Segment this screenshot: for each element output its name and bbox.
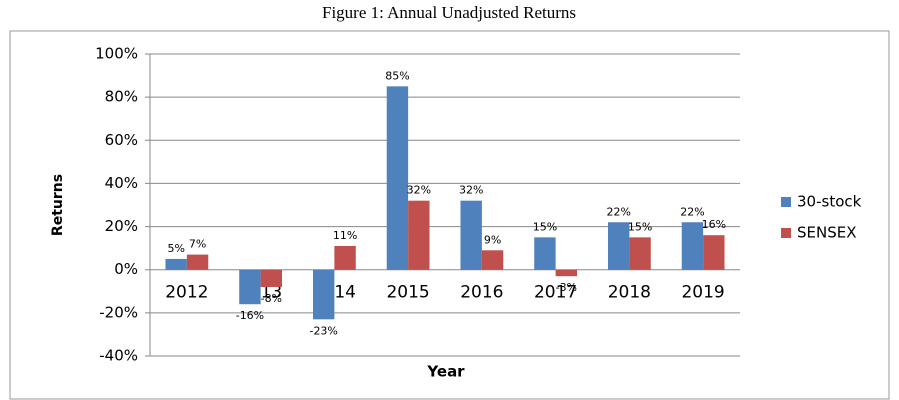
legend-label: 30-stock xyxy=(797,193,862,211)
value-label: 5% xyxy=(167,242,184,255)
bar xyxy=(386,86,409,270)
y-tick-label: -20% xyxy=(99,303,138,321)
y-tick-label: 60% xyxy=(105,131,138,149)
value-label: 7% xyxy=(189,238,206,251)
value-label: 32% xyxy=(407,184,431,197)
y-tick-label: 0% xyxy=(114,260,138,278)
legend-swatch xyxy=(781,197,791,207)
bar xyxy=(260,269,283,287)
bar xyxy=(408,200,430,270)
value-label: 9% xyxy=(484,233,501,246)
chart-title: Figure 1: Annual Unadjusted Returns xyxy=(322,3,576,22)
chart-border xyxy=(9,30,890,400)
value-label: 15% xyxy=(628,220,652,233)
bar xyxy=(607,222,630,270)
y-tick-label: 80% xyxy=(105,88,138,106)
x-tick-label: 2016 xyxy=(460,283,503,303)
value-label: 22% xyxy=(680,205,704,218)
bar xyxy=(165,258,187,270)
bar xyxy=(681,222,704,270)
bar xyxy=(239,269,261,305)
y-tick-label: 100% xyxy=(95,45,138,63)
x-tick-label: 2015 xyxy=(386,283,429,303)
bar xyxy=(703,235,725,270)
bar xyxy=(334,245,356,270)
bar xyxy=(460,200,482,270)
value-label: -3% xyxy=(556,281,577,294)
x-tick-label: 2017 xyxy=(534,283,577,303)
value-label: -23% xyxy=(309,324,337,337)
y-tick-label: 40% xyxy=(105,174,138,192)
value-label: 22% xyxy=(606,205,630,218)
value-label: 15% xyxy=(533,220,557,233)
bar xyxy=(555,269,578,277)
bar xyxy=(312,269,335,320)
value-label: 16% xyxy=(702,218,726,231)
value-label: -16% xyxy=(236,309,264,322)
legend-label: SENSEX xyxy=(797,224,857,242)
y-tick-label: 20% xyxy=(105,217,138,235)
y-tick-label: -40% xyxy=(99,347,138,365)
x-tick-label: 2018 xyxy=(608,283,651,303)
bar xyxy=(481,250,504,270)
bar xyxy=(629,237,651,270)
x-axis-title: Year xyxy=(426,363,465,381)
value-label: 85% xyxy=(385,69,409,82)
y-axis-title: Returns xyxy=(50,174,66,236)
value-label: -8% xyxy=(261,292,282,305)
bar xyxy=(186,254,209,270)
x-tick-label: 2019 xyxy=(681,283,724,303)
x-tick-label: 2012 xyxy=(165,283,208,303)
legend-swatch xyxy=(781,228,791,238)
bar xyxy=(534,237,556,270)
value-label: 32% xyxy=(459,184,483,197)
value-label: 11% xyxy=(333,229,357,242)
